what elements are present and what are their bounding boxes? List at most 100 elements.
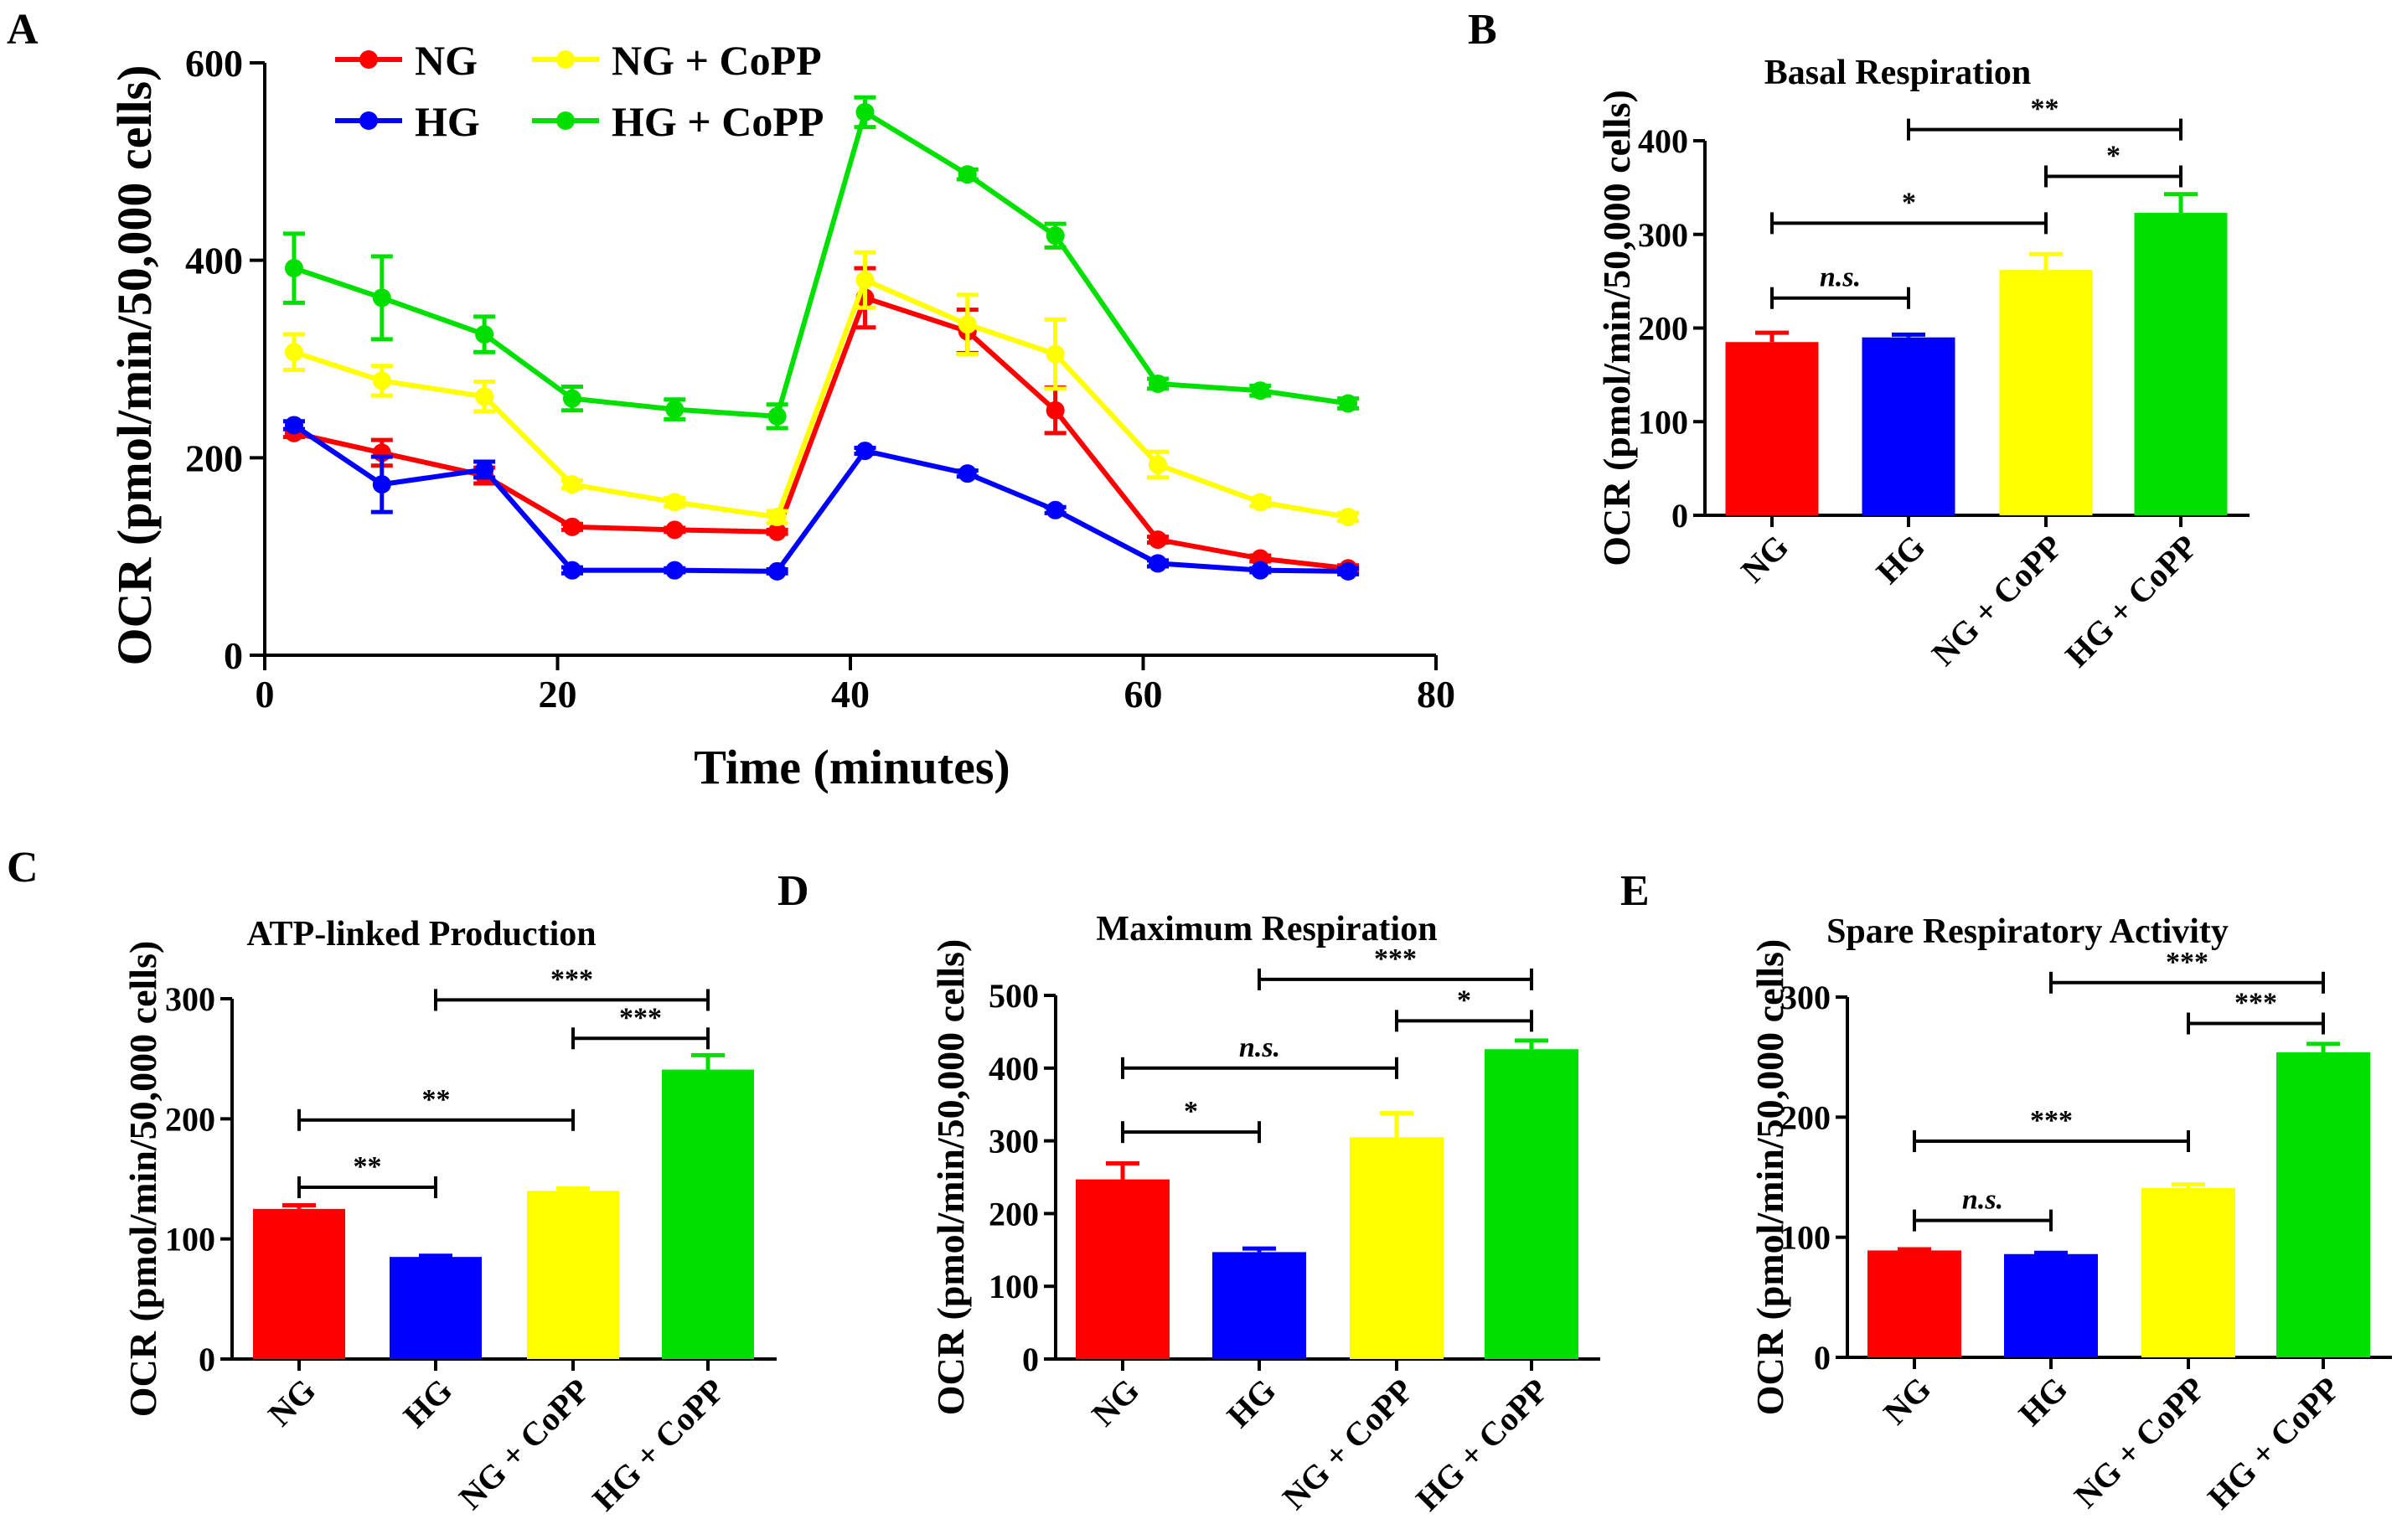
- y-axis-title: OCR (pmol/min/50,000 cells): [929, 939, 972, 1416]
- data-point: [767, 561, 787, 581]
- significance-bracket: *: [2044, 140, 2182, 188]
- significance-bracket: n.s.: [1121, 1032, 1398, 1079]
- data-point: [475, 325, 494, 344]
- data-point: [1339, 394, 1358, 413]
- bar-hg: [390, 1257, 482, 1359]
- significance-label: *: [2106, 140, 2120, 171]
- bars: [1076, 1038, 1578, 1359]
- chart-title: Maximum Respiration: [1096, 910, 1437, 948]
- y-axis-title: OCR (pmol/min/50,000 cells): [1749, 939, 1791, 1416]
- y-tick-label: 100: [989, 1268, 1039, 1305]
- data-point: [958, 165, 977, 184]
- significance-bracket: **: [1907, 94, 2182, 141]
- chart-title: Basal Respiration: [1764, 54, 2032, 92]
- data-point: [475, 460, 494, 479]
- significance-brackets: n.s.****: [1770, 94, 2182, 309]
- bars: [1867, 1041, 2370, 1357]
- data-point: [1251, 493, 1270, 512]
- significance-label: ***: [1374, 943, 1417, 974]
- y-tick-label: 0: [1814, 1339, 1831, 1377]
- bar-hg-copp: [1485, 1049, 1578, 1359]
- significance-label: **: [2031, 94, 2059, 125]
- significance-bracket: ***: [2049, 947, 2325, 994]
- bar-hg: [1212, 1252, 1306, 1359]
- data-point: [562, 475, 581, 494]
- data-point: [1339, 508, 1358, 527]
- series-ng: [282, 266, 1360, 578]
- series-line: [292, 422, 1349, 574]
- series-line: [293, 294, 1349, 571]
- bar-hg: [1862, 337, 1955, 515]
- data-point: [665, 561, 684, 580]
- y-tick-label: 100: [1780, 1219, 1831, 1257]
- bars: [1725, 192, 2228, 516]
- series-ng-copp: [282, 250, 1360, 527]
- data-point: [665, 520, 684, 540]
- y-tick-label: 500: [989, 977, 1039, 1015]
- chart-series-group: [282, 95, 1360, 581]
- x-tick-label: 80: [1417, 673, 1455, 716]
- chart-axes: 0 200 400 600 0 20 40 60 80: [185, 42, 1455, 716]
- significance-bracket: ***: [1258, 943, 1533, 990]
- significance-label: n.s.: [1820, 262, 1861, 293]
- category-label: NG + CoPP: [1275, 1372, 1421, 1517]
- y-tick-label: 400: [989, 1050, 1039, 1088]
- significance-label: ***: [2030, 1105, 2073, 1136]
- data-point: [562, 517, 581, 536]
- data-point: [1148, 455, 1167, 474]
- chart-title: Spare Respiratory Activity: [1826, 912, 2229, 951]
- significance-label: ***: [619, 1002, 662, 1033]
- data-point: [1046, 226, 1065, 245]
- data-point: [855, 271, 875, 290]
- chart-axes: 0 100 200 300 400 500: [989, 977, 1600, 1378]
- legend-label: HG: [415, 98, 480, 145]
- y-tick-label: 200: [989, 1195, 1039, 1233]
- significance-label: ***: [550, 964, 593, 995]
- significance-bracket: *: [1121, 1096, 1261, 1144]
- data-point: [1046, 500, 1065, 519]
- category-label: NG + CoPP: [452, 1372, 597, 1517]
- significance-bracket: ***: [2187, 988, 2325, 1035]
- data-point: [767, 508, 787, 527]
- y-tick-label: 0: [1671, 497, 1688, 535]
- bar-hg-copp: [662, 1069, 754, 1359]
- data-point: [1046, 401, 1065, 420]
- significance-label: *: [1184, 1096, 1198, 1127]
- significance-bracket: ***: [571, 1002, 710, 1050]
- significance-bracket: **: [297, 1084, 575, 1131]
- significance-bracket: *: [1770, 187, 2048, 235]
- bar-ng: [1076, 1179, 1170, 1359]
- data-point: [958, 464, 977, 483]
- data-point: [1148, 554, 1167, 573]
- legend-label: HG + CoPP: [612, 98, 824, 145]
- category-label: HG: [1220, 1372, 1284, 1435]
- y-tick-label: 100: [1638, 403, 1688, 441]
- y-tick-label: 200: [165, 1100, 215, 1138]
- legend-marker: [359, 50, 378, 69]
- panel-letter-b: B: [1468, 6, 1497, 54]
- x-tick-label: 60: [1124, 673, 1163, 716]
- data-point: [1046, 344, 1065, 364]
- data-point: [855, 442, 875, 461]
- panel-letter-c: C: [7, 844, 39, 891]
- chart-legend: NG HG NG + CoPP HG + CoPP: [335, 37, 824, 145]
- significance-label: n.s.: [1962, 1185, 2003, 1216]
- x-tick-label: 40: [831, 673, 870, 716]
- legend-item-hg-copp: HG + CoPP: [532, 98, 824, 145]
- y-tick-label: 300: [165, 980, 215, 1018]
- data-point: [475, 387, 494, 406]
- y-tick-label: 400: [185, 240, 243, 282]
- data-point: [284, 416, 303, 435]
- data-point: [665, 493, 684, 512]
- data-point: [1148, 530, 1167, 550]
- significance-label: **: [422, 1084, 451, 1115]
- y-tick-label: 200: [185, 437, 243, 479]
- panel-letter-d: D: [777, 867, 809, 915]
- panel-letter-a: A: [7, 6, 39, 54]
- bar-ng-copp: [2141, 1187, 2235, 1357]
- bar-hg: [2004, 1253, 2098, 1357]
- y-tick-label: 300: [989, 1123, 1039, 1160]
- y-tick-label: 0: [224, 634, 243, 677]
